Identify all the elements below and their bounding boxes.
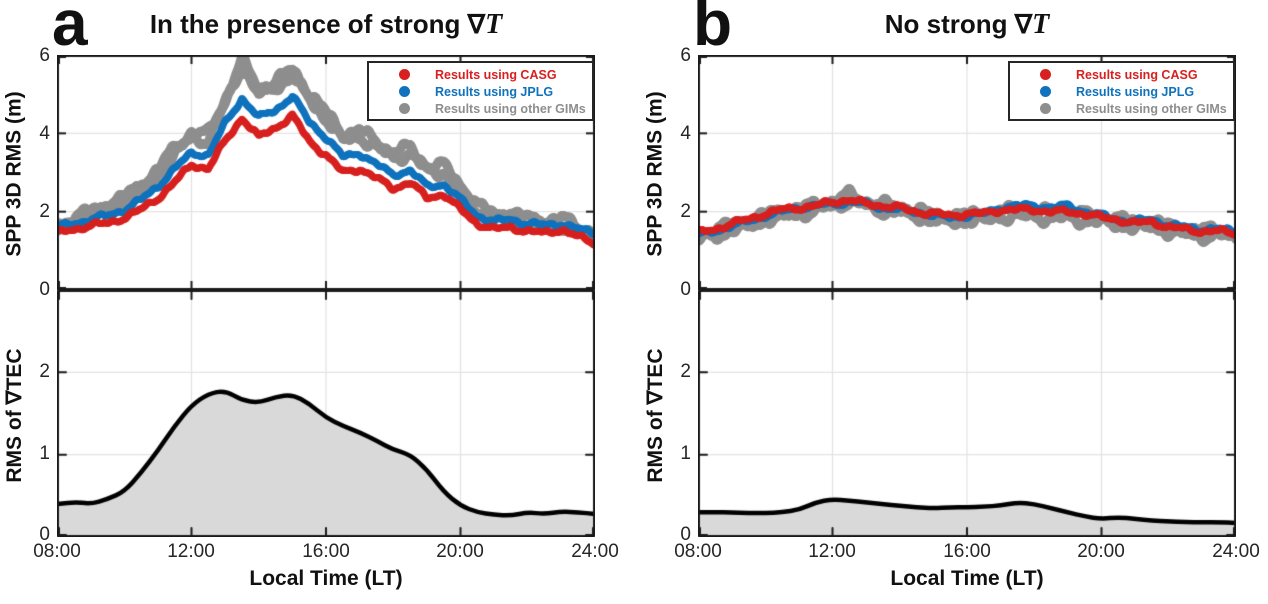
x-tick-label: 16:00: [302, 541, 350, 562]
nabla-icon: ∇: [467, 9, 486, 39]
legend-label: Results using JPLG: [435, 84, 554, 99]
temperature-variable: T: [1032, 9, 1050, 40]
y-tick-label: 1: [39, 443, 50, 464]
x-tick-label: 20:00: [436, 541, 484, 562]
y-tick-label: 0: [680, 524, 691, 545]
x-tick-label: 20:00: [1077, 541, 1125, 562]
casg-marker-icon: [399, 69, 410, 80]
panel-a-letter: a: [52, 0, 88, 59]
legend-item-casg: Results using CASG: [1010, 66, 1233, 83]
x-tick-label: 24:00: [1212, 541, 1260, 562]
panel-b-x-axis-label: Local Time (LT): [890, 567, 1044, 590]
temperature-variable: T: [485, 9, 503, 40]
legend-item-jplg: Results using JPLG: [1010, 83, 1233, 100]
panel-a-title-text: In the presence of strong: [149, 9, 461, 39]
jplg-marker-icon: [399, 86, 410, 97]
panel-b: b No strong ∇T SPP 3D RMS (m) RMS of ∇TE…: [641, 0, 1268, 604]
panel-b-top-y-axis-label: SPP 3D RMS (m): [643, 91, 667, 257]
panel-a-bottom-chart: [57, 290, 595, 537]
legend-label: Results using JPLG: [1076, 84, 1195, 99]
legend-item-other-gims: Results using other GIMs: [1010, 100, 1233, 117]
y-tick-label: 2: [680, 201, 691, 222]
panel-a-top-y-axis-label: SPP 3D RMS (m): [2, 91, 26, 257]
legend: Results using CASG Results using JPLG Re…: [1008, 61, 1235, 121]
nabla-icon: ∇: [1014, 9, 1033, 39]
y-tick-label: 4: [39, 123, 50, 144]
legend-item-jplg: Results using JPLG: [369, 83, 592, 100]
panel-a-x-axis-label: Local Time (LT): [249, 567, 403, 590]
legend-label: Results using CASG: [435, 67, 557, 82]
panel-b-letter: b: [693, 0, 733, 59]
panel-a-bottom-y-axis-label: RMS of ∇TEC: [3, 348, 26, 483]
other-gims-marker-icon: [399, 103, 410, 114]
x-tick-label: 08:00: [33, 541, 81, 562]
x-tick-label: 12:00: [808, 541, 856, 562]
y-tick-label: 1: [680, 443, 691, 464]
y-tick-label: 2: [39, 361, 50, 382]
legend: Results using CASG Results using JPLG Re…: [367, 61, 594, 121]
legend-label: Results using other GIMs: [435, 101, 586, 116]
legend-label: Results using other GIMs: [1076, 101, 1227, 116]
jplg-marker-icon: [1040, 86, 1051, 97]
panel-b-bottom-y-axis-label: RMS of ∇TEC: [644, 348, 667, 483]
panel-b-bottom-chart: [698, 290, 1236, 537]
x-tick-label: 24:00: [571, 541, 619, 562]
y-tick-label: 6: [680, 45, 691, 66]
y-tick-label: 0: [39, 279, 50, 300]
legend-label: Results using CASG: [1076, 67, 1198, 82]
other-gims-marker-icon: [1040, 103, 1051, 114]
x-tick-label: 08:00: [674, 541, 722, 562]
casg-marker-icon: [1040, 69, 1051, 80]
panel-b-title-text: No strong: [884, 9, 1008, 39]
y-tick-label: 2: [39, 201, 50, 222]
y-tick-label: 6: [39, 45, 50, 66]
x-tick-label: 12:00: [167, 541, 215, 562]
y-tick-label: 0: [680, 279, 691, 300]
x-tick-label: 16:00: [943, 541, 991, 562]
y-tick-label: 2: [680, 361, 691, 382]
legend-item-other-gims: Results using other GIMs: [369, 100, 592, 117]
panel-b-title: No strong ∇T: [698, 9, 1236, 41]
y-tick-label: 0: [39, 524, 50, 545]
panel-a-title: In the presence of strong ∇T: [57, 9, 595, 41]
y-tick-label: 4: [680, 123, 691, 144]
legend-item-casg: Results using CASG: [369, 66, 592, 83]
panel-a: a In the presence of strong ∇T SPP 3D RM…: [0, 0, 627, 604]
